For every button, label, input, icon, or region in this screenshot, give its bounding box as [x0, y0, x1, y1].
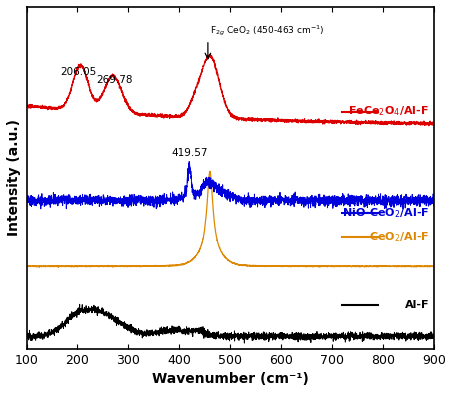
- X-axis label: Wavenumber (cm⁻¹): Wavenumber (cm⁻¹): [152, 372, 309, 386]
- Y-axis label: Intensity (a.u.): Intensity (a.u.): [7, 119, 21, 236]
- Text: CeO$_2$/Al-F: CeO$_2$/Al-F: [369, 231, 429, 244]
- Text: F$_{2g}$ CeO$_2$ (450-463 cm$^{-1}$): F$_{2g}$ CeO$_2$ (450-463 cm$^{-1}$): [210, 24, 324, 38]
- Text: 269.78: 269.78: [96, 75, 132, 85]
- Text: FeCe$_2$O$_4$/Al-F: FeCe$_2$O$_4$/Al-F: [348, 105, 429, 118]
- Text: NiO-CeO$_2$/Al-F: NiO-CeO$_2$/Al-F: [342, 206, 429, 220]
- Text: Al-F: Al-F: [405, 300, 429, 310]
- Text: 419.57: 419.57: [171, 149, 207, 158]
- Text: 206.05: 206.05: [60, 67, 96, 77]
